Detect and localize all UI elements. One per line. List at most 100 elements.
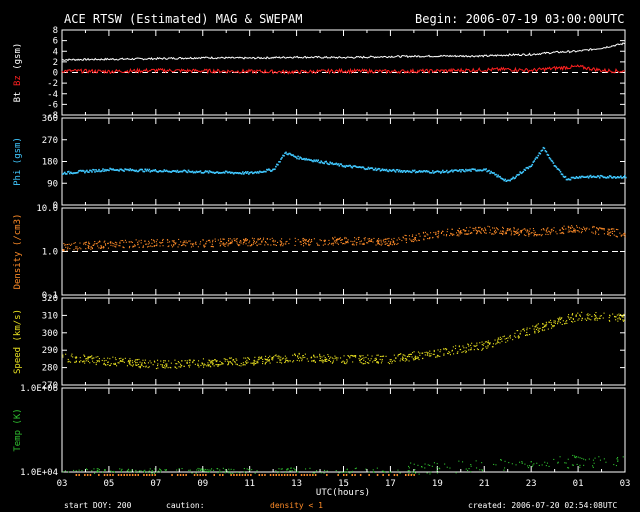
density-point	[131, 241, 133, 243]
temp-point	[470, 464, 472, 466]
speed-point	[445, 348, 447, 350]
temp-point	[519, 461, 521, 463]
speed-point	[266, 359, 268, 361]
speed-point	[228, 363, 230, 365]
phi-point	[445, 170, 447, 173]
speed-point	[504, 338, 506, 340]
phi-point	[95, 169, 97, 171]
speed-point	[581, 311, 583, 313]
density-point	[496, 228, 498, 230]
phi-point	[523, 168, 526, 171]
speed-point	[523, 328, 525, 330]
temp-point	[346, 468, 348, 470]
speed-point	[268, 359, 270, 361]
speed-point	[92, 360, 94, 362]
density-point	[93, 244, 95, 246]
speed-point	[265, 359, 267, 361]
phi-point	[383, 168, 386, 171]
density-point	[529, 228, 531, 230]
temp-point	[429, 464, 431, 466]
speed-point	[206, 365, 208, 367]
temp-point	[408, 465, 410, 467]
density-point	[251, 237, 253, 239]
temp-point	[230, 472, 232, 474]
phi-point	[295, 156, 297, 158]
temp-point	[508, 462, 510, 464]
density-caution-note: density < 1	[270, 501, 323, 510]
density-point	[472, 227, 474, 229]
phi-point	[333, 163, 335, 165]
speed-point	[162, 366, 164, 368]
density-point	[427, 234, 429, 236]
phi-point	[103, 170, 105, 172]
temp-point	[256, 470, 258, 472]
density-point	[577, 230, 579, 232]
density-point	[83, 242, 85, 244]
density-point	[344, 243, 346, 245]
speed-point	[397, 354, 399, 356]
temp-point	[181, 468, 183, 470]
density-point	[214, 240, 216, 242]
density-point	[515, 231, 517, 233]
phi-point	[326, 162, 328, 165]
density-point	[363, 242, 365, 244]
temp-point	[293, 467, 295, 469]
temp-point	[455, 472, 457, 474]
phi-point	[514, 177, 516, 179]
x-tick-label: 15	[338, 479, 349, 489]
phi-point	[280, 158, 282, 160]
speed-point	[67, 358, 69, 360]
phi-point	[429, 171, 431, 174]
density-point	[177, 246, 179, 248]
speed-point	[244, 364, 246, 366]
temp-point	[305, 468, 307, 470]
temp-point	[411, 473, 413, 475]
speed-point	[136, 359, 138, 361]
speed-point	[475, 345, 477, 347]
density-point	[79, 242, 81, 244]
x-tick-label: 13	[291, 479, 302, 489]
density-point	[380, 239, 382, 241]
density-point	[592, 225, 594, 227]
phi-point	[497, 174, 499, 177]
temp-point	[278, 468, 280, 470]
phi-point	[415, 171, 418, 173]
speed-point	[98, 361, 100, 363]
phi-point	[167, 170, 170, 173]
y-tick-label: 320	[42, 294, 58, 304]
speed-point	[620, 314, 622, 316]
phi-point	[581, 175, 584, 178]
speed-point	[596, 319, 598, 321]
density-point	[222, 242, 224, 244]
density-point	[418, 239, 420, 241]
x-tick-label: 01	[573, 479, 584, 489]
density-caution-mark	[222, 474, 224, 476]
density-point	[270, 244, 272, 246]
density-point	[449, 235, 451, 237]
speed-point	[254, 356, 256, 358]
speed-point	[487, 342, 489, 344]
speed-point	[145, 365, 147, 367]
speed-point	[238, 365, 240, 367]
speed-point	[419, 354, 421, 356]
phi-point	[237, 172, 240, 175]
phi-point	[303, 157, 305, 160]
density-point	[217, 239, 219, 241]
speed-point	[415, 356, 417, 358]
phi-point	[566, 178, 569, 181]
speed-point	[590, 319, 592, 321]
temp-point	[575, 457, 577, 459]
speed-point	[147, 367, 149, 369]
temp-point	[376, 467, 378, 469]
temp-point	[320, 472, 322, 474]
speed-point	[403, 354, 405, 356]
phi-point	[512, 176, 514, 179]
speed-point	[422, 352, 424, 354]
phi-point	[455, 169, 457, 171]
density-point	[98, 247, 100, 249]
density-point	[446, 234, 448, 236]
speed-point	[391, 362, 393, 364]
density-point	[302, 239, 304, 241]
speed-point	[284, 355, 286, 357]
temp-point	[230, 468, 232, 470]
